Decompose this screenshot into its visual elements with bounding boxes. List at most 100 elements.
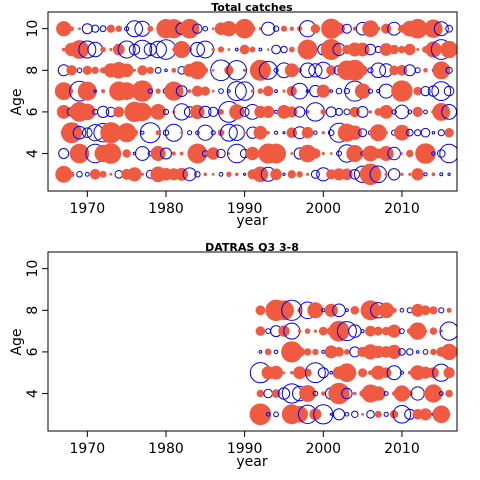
positive-residual-bubble <box>100 143 122 164</box>
negative-residual-bubble <box>294 106 306 118</box>
positive-residual-bubble <box>328 320 350 342</box>
positive-residual-bubble <box>89 169 101 180</box>
positive-residual-bubble <box>424 19 443 38</box>
positive-residual-bubble <box>131 80 154 102</box>
positive-residual-bubble <box>106 24 115 33</box>
positive-residual-bubble <box>61 47 66 52</box>
negative-residual-bubble <box>274 130 279 135</box>
positive-residual-bubble <box>287 170 296 179</box>
positive-residual-bubble <box>324 303 338 317</box>
positive-residual-bubble <box>226 171 232 178</box>
negative-residual-bubble <box>132 39 153 60</box>
positive-residual-bubble <box>122 149 131 158</box>
positive-residual-bubble <box>387 324 401 338</box>
positive-residual-bubble <box>361 412 365 416</box>
negative-residual-bubble <box>76 171 83 178</box>
positive-residual-bubble <box>202 67 209 74</box>
negative-residual-bubble <box>336 150 342 157</box>
positive-residual-bubble <box>296 171 303 178</box>
positive-residual-bubble <box>343 348 350 355</box>
y-axis: 4 6 8 10 <box>25 260 48 398</box>
positive-residual-bubble <box>370 386 386 401</box>
negative-residual-bubble <box>321 349 326 354</box>
x-axis-label: year <box>236 454 267 470</box>
negative-residual-bubble <box>263 388 274 399</box>
positive-residual-bubble <box>82 65 92 75</box>
positive-residual-bubble <box>419 408 432 421</box>
negative-residual-bubble <box>415 350 420 354</box>
negative-residual-bubble <box>274 89 279 93</box>
negative-residual-bubble <box>370 62 387 79</box>
y-tick-label: 8 <box>25 66 41 75</box>
bubbles <box>54 18 457 186</box>
negative-residual-bubble <box>438 307 445 314</box>
negative-residual-bubble <box>135 146 150 161</box>
negative-residual-bubble <box>439 143 457 164</box>
negative-residual-bubble <box>376 88 381 94</box>
positive-residual-bubble <box>91 66 99 75</box>
positive-residual-bubble <box>186 46 193 53</box>
positive-residual-bubble <box>282 89 286 93</box>
positive-residual-bubble <box>404 43 416 56</box>
negative-residual-bubble <box>82 127 93 138</box>
positive-residual-bubble <box>200 86 211 96</box>
positive-residual-bubble <box>427 367 439 379</box>
x-tick-label: 2000 <box>305 201 341 217</box>
panel-total-catches: Total catches 1970 1980 1990 2000 2010 4 6 8 10… <box>9 1 458 229</box>
negative-residual-bubble <box>358 128 368 138</box>
positive-residual-bubble <box>313 329 318 333</box>
negative-residual-bubble <box>345 308 349 313</box>
negative-residual-bubble <box>196 40 215 59</box>
positive-residual-bubble <box>179 18 200 39</box>
negative-residual-bubble <box>308 63 323 78</box>
positive-residual-bubble <box>381 23 392 34</box>
negative-residual-bubble <box>282 172 286 177</box>
negative-residual-bubble <box>335 87 343 95</box>
positive-residual-bubble <box>391 307 397 313</box>
positive-residual-bubble <box>69 89 74 93</box>
positive-residual-bubble <box>221 21 237 37</box>
positive-residual-bubble <box>387 344 402 360</box>
positive-residual-bubble <box>133 68 137 72</box>
negative-residual-bubble <box>291 82 309 100</box>
positive-residual-bubble <box>146 66 154 74</box>
positive-residual-bubble <box>187 143 208 164</box>
positive-residual-bubble <box>211 69 215 72</box>
positive-residual-bubble <box>378 302 395 319</box>
y-tick-label: 6 <box>25 347 41 356</box>
positive-residual-bubble <box>416 47 420 51</box>
positive-residual-bubble <box>286 106 298 118</box>
negative-residual-bubble <box>406 348 414 356</box>
negative-residual-bubble <box>234 47 239 52</box>
positive-residual-bubble <box>78 27 81 31</box>
negative-residual-bubble <box>356 106 369 118</box>
negative-residual-bubble <box>398 348 406 356</box>
positive-residual-bubble <box>130 129 139 137</box>
negative-residual-bubble <box>210 130 216 136</box>
positive-residual-bubble <box>333 22 345 35</box>
negative-residual-bubble <box>367 67 374 74</box>
x-tick-label: 1970 <box>70 201 106 217</box>
negative-residual-bubble <box>261 21 276 36</box>
positive-residual-bubble <box>316 84 330 98</box>
negative-residual-bubble <box>84 171 90 177</box>
negative-residual-bubble <box>438 391 444 396</box>
negative-residual-bubble <box>351 410 359 418</box>
positive-residual-bubble <box>309 408 322 421</box>
negative-residual-bubble <box>273 411 280 418</box>
positive-residual-bubble <box>321 151 325 156</box>
x-tick-label: 1970 <box>70 441 106 457</box>
negative-residual-bubble <box>273 67 279 73</box>
negative-residual-bubble <box>243 172 247 176</box>
positive-residual-bubble <box>255 326 266 336</box>
positive-residual-bubble <box>440 343 457 361</box>
positive-residual-bubble <box>310 148 321 159</box>
positive-residual-bubble <box>243 68 247 72</box>
positive-residual-bubble <box>347 125 362 140</box>
positive-residual-bubble <box>115 25 123 32</box>
plot-frame <box>47 251 458 432</box>
negative-residual-bubble <box>378 83 394 99</box>
positive-residual-bubble <box>109 172 113 176</box>
positive-residual-bubble <box>249 25 256 32</box>
negative-residual-bubble <box>443 85 455 97</box>
